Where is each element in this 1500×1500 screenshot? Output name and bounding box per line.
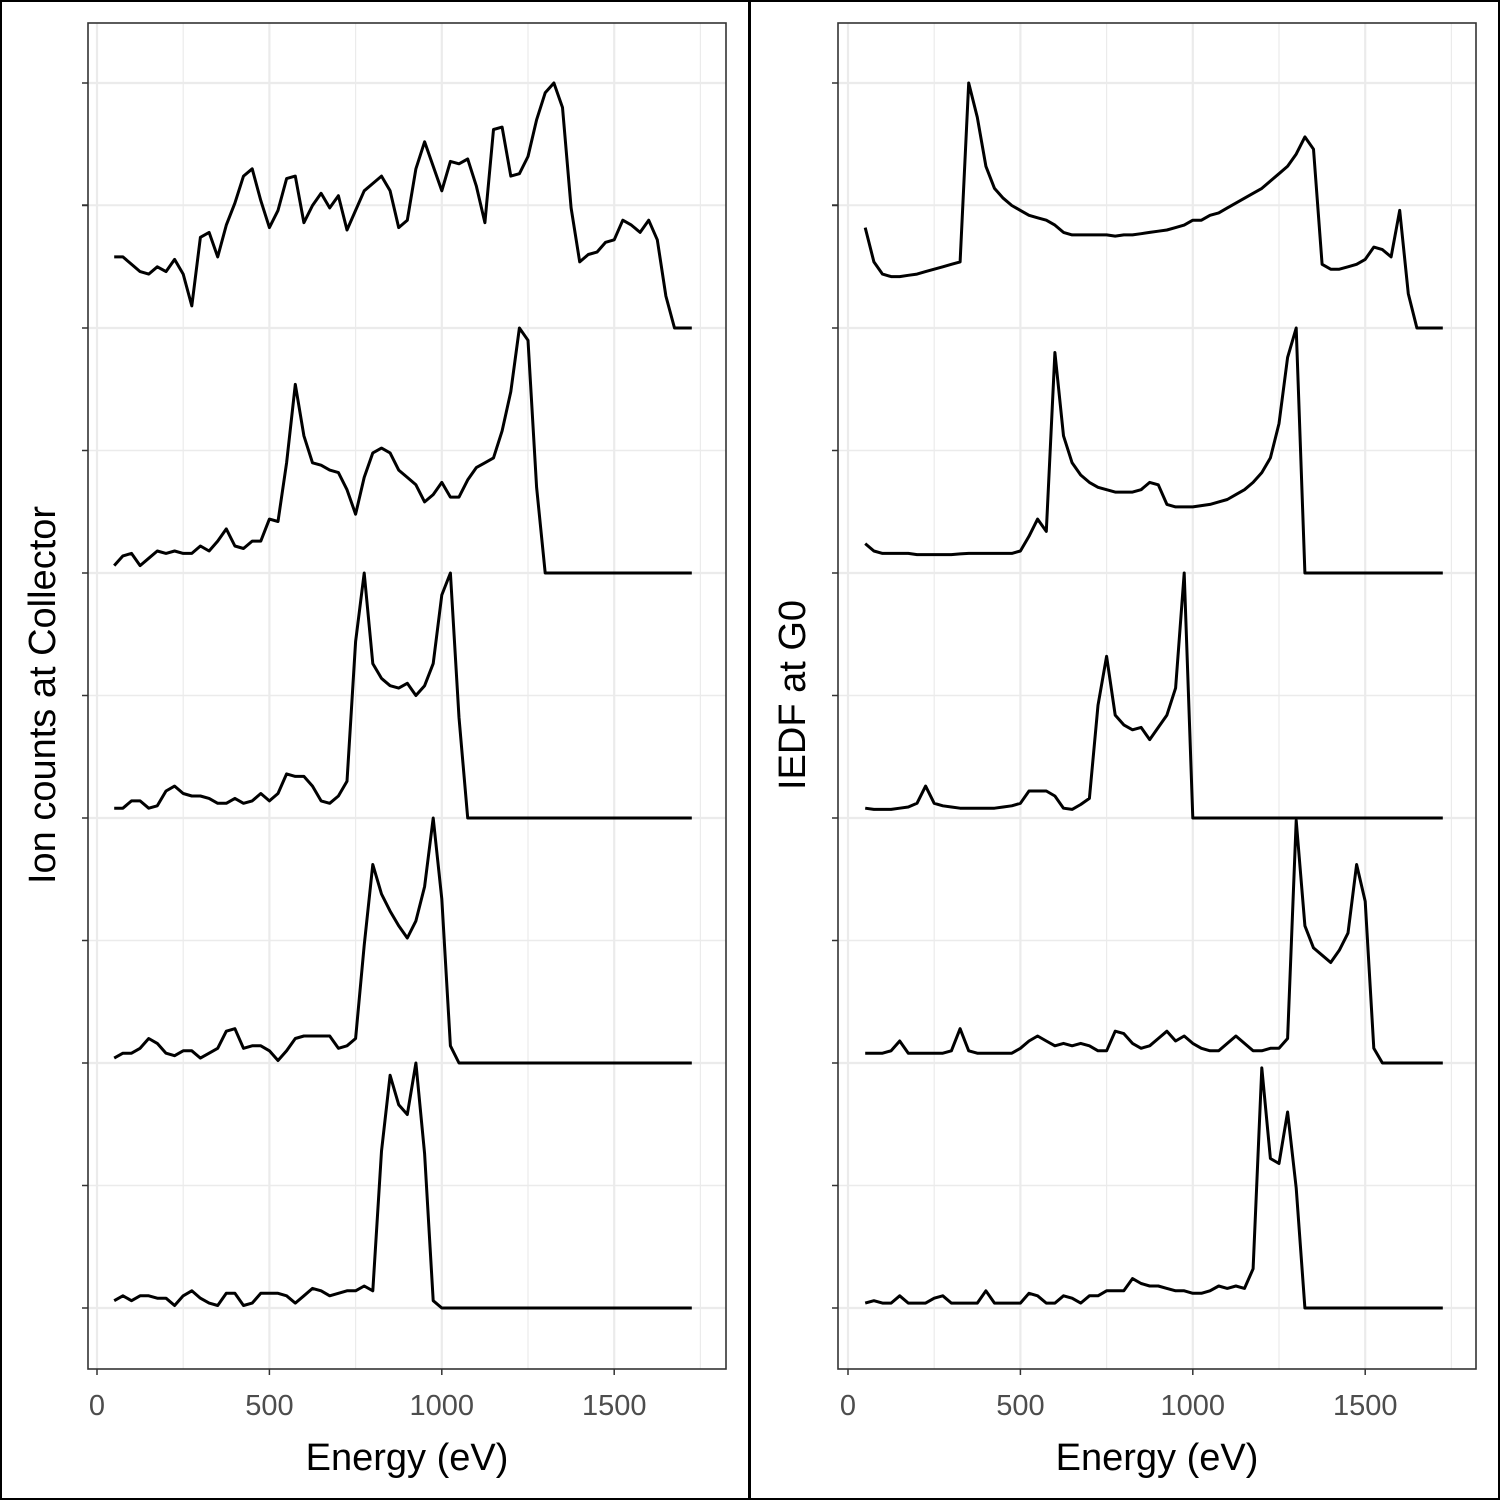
left-series-line-4 <box>113 816 692 1065</box>
left-y-axis-label: Ion counts at Collector <box>22 506 64 884</box>
right-xtick-label: 1500 <box>1333 1390 1398 1422</box>
left-series-line-1 <box>114 81 692 330</box>
right-xtick-label: 1000 <box>1161 1390 1226 1422</box>
right-series-line-1 <box>863 81 1443 330</box>
left-xtick-label: 0 <box>89 1390 105 1422</box>
right-series-line-5 <box>864 1066 1443 1310</box>
right-xtick-label: 0 <box>840 1390 856 1422</box>
left-series-line-2 <box>113 326 692 575</box>
right-y-axis-label: IEDF at G0 <box>772 600 814 790</box>
left-series-line-3 <box>114 571 692 820</box>
left-xtick-label: 500 <box>245 1390 293 1422</box>
left-series-line-5 <box>113 1061 692 1310</box>
right-plot-border <box>837 22 1477 1370</box>
right-series-line-3 <box>864 571 1443 820</box>
right-panel-frame <box>749 0 1500 1500</box>
left-plot-border <box>87 22 727 1370</box>
right-xtick-label: 500 <box>996 1390 1044 1422</box>
right-series-line-2 <box>864 326 1443 575</box>
right-series-line-4 <box>865 819 1443 1065</box>
right-x-axis-label: Energy (eV) <box>1056 1437 1259 1479</box>
left-xtick-label: 1000 <box>410 1390 475 1422</box>
left-x-axis-label: Energy (eV) <box>306 1437 509 1479</box>
left-xtick-label: 1500 <box>582 1390 647 1422</box>
